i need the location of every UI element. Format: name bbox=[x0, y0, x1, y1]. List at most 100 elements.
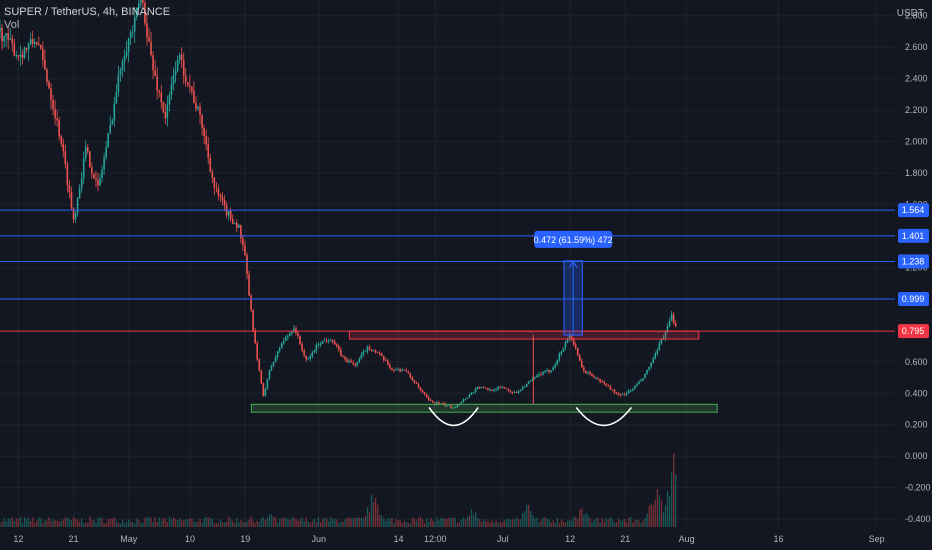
candle-body bbox=[172, 75, 175, 85]
volume-bar bbox=[511, 518, 514, 527]
candle-body bbox=[446, 405, 448, 407]
volume-bar bbox=[611, 519, 614, 527]
volume-bar bbox=[62, 519, 64, 527]
volume-bar bbox=[254, 523, 256, 527]
volume-bar bbox=[395, 519, 397, 527]
volume-bar bbox=[40, 518, 42, 527]
candle-body bbox=[350, 360, 352, 363]
volume-bar bbox=[187, 519, 189, 527]
x-tick-label: 14 bbox=[393, 534, 403, 544]
candle-body bbox=[13, 43, 16, 56]
volume-bar bbox=[238, 522, 240, 527]
x-tick-label: 12:00 bbox=[424, 534, 447, 544]
volume-bar bbox=[21, 522, 24, 527]
candle-body bbox=[554, 364, 557, 368]
volume-bar bbox=[262, 516, 265, 527]
candle-body bbox=[452, 407, 454, 409]
candle-body bbox=[585, 370, 587, 373]
volume-bar bbox=[150, 518, 152, 527]
volume-bar bbox=[219, 519, 222, 527]
volume-bar bbox=[113, 517, 116, 527]
candle-body bbox=[209, 157, 212, 172]
candle-body bbox=[491, 389, 493, 391]
volume-bar bbox=[111, 518, 113, 527]
volume-bar bbox=[589, 517, 591, 527]
volume-bar bbox=[585, 512, 587, 527]
volume-bar bbox=[228, 516, 230, 527]
volume-bar bbox=[301, 517, 303, 527]
volume-bar bbox=[670, 472, 673, 527]
candle-body bbox=[460, 402, 463, 404]
resistance-zone bbox=[348, 330, 700, 340]
volume-bar bbox=[132, 522, 134, 527]
volume-bar bbox=[36, 520, 38, 527]
volume-bar bbox=[189, 518, 191, 527]
volume-bar bbox=[568, 520, 571, 527]
candle-body bbox=[401, 369, 403, 372]
candle-body bbox=[599, 379, 601, 382]
volume-bar bbox=[577, 519, 579, 527]
candle-body bbox=[544, 370, 546, 372]
candle-body bbox=[133, 16, 136, 32]
candle-body bbox=[205, 136, 207, 145]
candle-body bbox=[360, 354, 363, 359]
candle-body bbox=[552, 367, 555, 371]
price-level-label: 1.564 bbox=[902, 205, 925, 215]
price-level-label: 1.238 bbox=[902, 256, 925, 266]
volume-bar bbox=[375, 497, 377, 527]
volume-bar bbox=[140, 522, 142, 527]
candle-body bbox=[421, 389, 424, 393]
volume-bar bbox=[156, 521, 158, 527]
candle-body bbox=[272, 361, 275, 367]
volume-bar bbox=[466, 516, 469, 527]
candle-body bbox=[497, 387, 499, 390]
candle-body bbox=[370, 349, 373, 351]
candle-body bbox=[231, 218, 234, 224]
volume-bar bbox=[528, 504, 530, 527]
candle-body bbox=[493, 389, 495, 391]
candle-body bbox=[84, 147, 87, 159]
candle-body bbox=[252, 309, 254, 331]
candle-body bbox=[17, 55, 20, 57]
candle-body bbox=[670, 314, 673, 321]
volume-bar bbox=[387, 518, 389, 527]
candle-body bbox=[366, 347, 369, 351]
volume-bar bbox=[654, 499, 656, 527]
volume-bar bbox=[217, 522, 220, 527]
volume-bar bbox=[401, 523, 403, 527]
candle-body bbox=[127, 38, 130, 52]
volume-bar bbox=[593, 520, 595, 527]
candle-body bbox=[478, 386, 481, 389]
volume-bar bbox=[303, 521, 305, 527]
volume-label: Vol bbox=[4, 19, 20, 31]
candle-body bbox=[282, 340, 285, 344]
candle-body bbox=[3, 35, 5, 42]
candle-body bbox=[638, 381, 640, 385]
volume-bar bbox=[283, 518, 285, 527]
volume-bar bbox=[366, 507, 369, 527]
candle-body bbox=[93, 173, 95, 179]
candle-body bbox=[86, 147, 89, 152]
candle-body bbox=[313, 350, 316, 353]
candle-body bbox=[233, 222, 236, 224]
candle-body bbox=[607, 385, 610, 387]
y-tick-label: 0.600 bbox=[905, 357, 928, 367]
volume-bar bbox=[666, 490, 669, 527]
candle-body bbox=[235, 222, 238, 228]
volume-bar bbox=[32, 517, 34, 527]
measurement-label: 0.472 (61.59%) 472 bbox=[534, 235, 613, 245]
candle-body bbox=[193, 90, 195, 103]
volume-bar bbox=[76, 519, 79, 527]
volume-bar bbox=[183, 520, 185, 527]
candle-body bbox=[27, 43, 30, 50]
candle-body bbox=[542, 371, 544, 375]
volume-bar bbox=[203, 517, 205, 527]
candle-body bbox=[256, 343, 259, 360]
price-level-label: 1.401 bbox=[902, 231, 925, 241]
volume-bar bbox=[601, 518, 603, 527]
volume-bar bbox=[356, 517, 358, 527]
volume-bar bbox=[317, 516, 320, 527]
candle-body bbox=[46, 69, 48, 82]
candle-body bbox=[29, 39, 32, 44]
